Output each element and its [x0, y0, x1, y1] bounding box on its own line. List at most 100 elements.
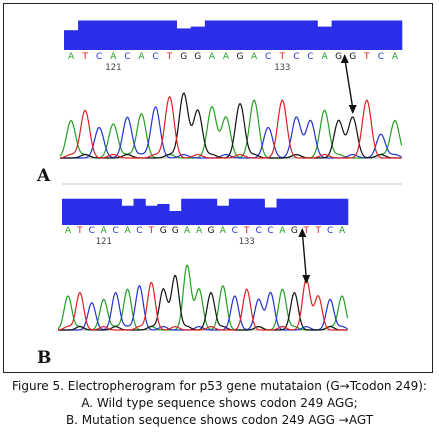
base-call-c: C	[255, 226, 261, 236]
base-call-c: C	[112, 226, 118, 236]
quality-bar	[181, 198, 194, 225]
quality-bar	[134, 20, 149, 50]
base-call-g: G	[172, 226, 179, 236]
quality-bar	[78, 20, 93, 50]
quality-bar	[145, 205, 158, 225]
quality-bar	[204, 20, 220, 50]
base-call-t: T	[303, 226, 310, 236]
figure-caption-line-a: A. Wild type sequence shows codon 249 AG…	[81, 396, 358, 410]
trace-t	[59, 95, 402, 159]
quality-bar	[120, 20, 135, 50]
base-call-c: C	[327, 226, 333, 236]
base-call-c: C	[124, 52, 130, 62]
quality-bar	[133, 198, 146, 225]
base-call-t: T	[81, 52, 88, 62]
base-call-a: A	[321, 52, 328, 62]
position-label: 121	[105, 63, 121, 73]
base-call-c: C	[89, 226, 95, 236]
quality-bar	[275, 20, 290, 50]
quality-bar	[218, 20, 234, 50]
quality-bar	[247, 20, 262, 50]
quality-bar	[205, 198, 218, 225]
base-call-a: A	[196, 226, 203, 236]
base-call-t: T	[148, 226, 155, 236]
base-call-a: A	[138, 52, 145, 62]
trace-a	[57, 264, 349, 331]
base-call-a: A	[209, 52, 216, 62]
quality-bar	[148, 20, 163, 50]
quality-bar	[233, 20, 248, 50]
quality-bar	[324, 198, 337, 225]
quality-bar	[276, 198, 289, 225]
base-call-c: C	[96, 52, 102, 62]
quality-bar	[169, 211, 182, 225]
mutation-arrow-head	[348, 105, 357, 114]
quality-bar	[387, 20, 403, 50]
base-call-a: A	[339, 226, 346, 236]
trace-a	[59, 99, 403, 159]
base-call-c: C	[232, 226, 238, 236]
quality-bar	[157, 204, 170, 225]
position-label: 133	[239, 237, 255, 247]
base-call-a: A	[392, 52, 399, 62]
quality-bar	[106, 20, 121, 50]
trace-c	[58, 284, 348, 331]
base-call-a: A	[65, 226, 72, 236]
base-call-g: G	[237, 52, 244, 62]
quality-bar	[261, 20, 276, 50]
trace-g	[60, 92, 402, 159]
base-call-g: G	[349, 52, 356, 62]
panel-label: A	[36, 166, 51, 186]
base-call-t: T	[166, 52, 173, 62]
quality-bar	[252, 198, 265, 225]
quality-bar	[162, 20, 177, 50]
base-call-c: C	[307, 52, 313, 62]
base-call-c: C	[265, 52, 271, 62]
base-call-c: C	[293, 52, 299, 62]
base-call-c: C	[152, 52, 158, 62]
quality-bar	[303, 20, 318, 50]
position-label: 121	[96, 237, 112, 247]
quality-bar	[312, 198, 325, 225]
panel-label: B	[37, 348, 51, 368]
figure-caption-title: Figure 5. Electropherogram for p53 gene …	[12, 379, 427, 393]
base-call-a: A	[220, 226, 227, 236]
base-call-a: A	[279, 226, 286, 236]
mutation-arrow-head	[302, 275, 311, 284]
base-call-t: T	[243, 226, 250, 236]
base-call-g: G	[335, 52, 342, 62]
trace-g	[58, 274, 348, 331]
quality-bar	[345, 20, 361, 50]
quality-bar	[176, 28, 192, 50]
mutation-arrow	[344, 57, 354, 109]
base-call-t: T	[314, 226, 321, 236]
base-call-a: A	[68, 52, 75, 62]
quality-bar	[359, 20, 375, 50]
quality-bar	[288, 198, 301, 225]
mutation-arrow	[301, 231, 307, 279]
quality-bar	[240, 198, 253, 225]
quality-bar	[92, 20, 107, 50]
quality-bar	[97, 198, 110, 225]
base-call-a: A	[110, 52, 117, 62]
base-call-t: T	[279, 52, 286, 62]
quality-bar	[193, 198, 206, 225]
quality-bar	[317, 26, 332, 50]
base-call-t: T	[76, 226, 83, 236]
base-call-g: G	[207, 226, 214, 236]
base-call-c: C	[136, 226, 142, 236]
quality-bar	[228, 198, 242, 225]
quality-bar	[64, 30, 79, 50]
figure-caption-line-b: B. Mutation sequence shows codon 249 AGG…	[65, 413, 374, 427]
mutation-arrow-tail	[298, 228, 307, 237]
base-call-c: C	[378, 52, 384, 62]
base-call-a: A	[251, 52, 258, 62]
quality-bar	[373, 20, 389, 50]
quality-bar	[216, 205, 230, 225]
base-call-a: A	[124, 226, 131, 236]
quality-bar	[62, 198, 75, 225]
quality-bar	[121, 205, 134, 225]
quality-bar	[264, 207, 277, 225]
base-call-g: G	[291, 226, 298, 236]
